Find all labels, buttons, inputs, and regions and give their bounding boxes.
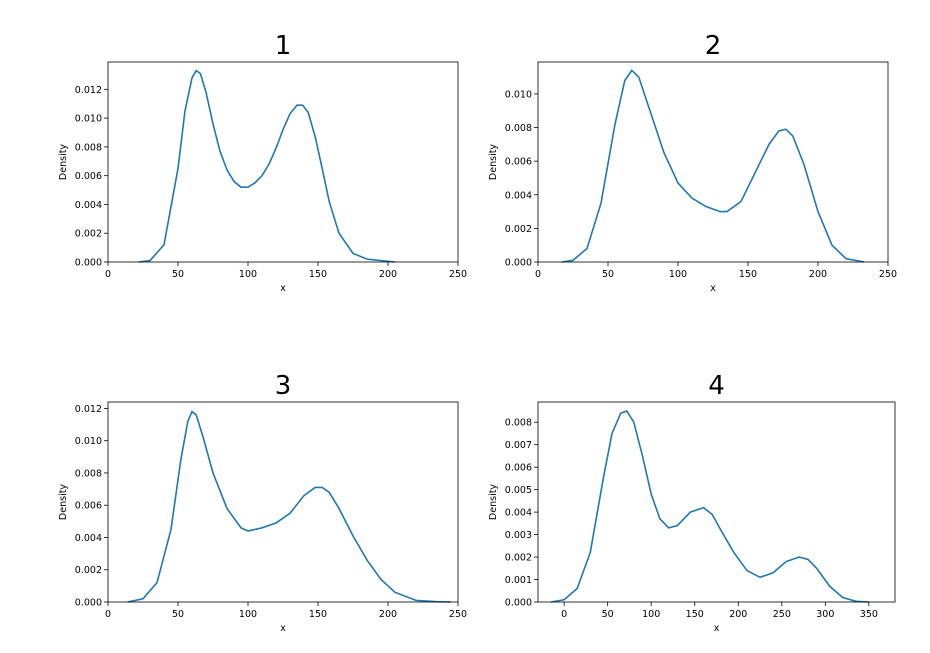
subplot-title: 3 xyxy=(275,371,292,401)
x-tick-label: 200 xyxy=(729,609,747,620)
density-curve xyxy=(561,69,865,263)
y-tick-label: 0.000 xyxy=(75,258,102,269)
y-tick-label: 0.006 xyxy=(505,463,532,474)
x-tick-label: 200 xyxy=(379,609,397,620)
y-tick-label: 0.002 xyxy=(505,224,532,235)
y-tick-label: 0.006 xyxy=(505,157,532,168)
y-tick-label: 0.003 xyxy=(505,530,532,541)
y-tick-label: 0.002 xyxy=(505,553,532,564)
x-tick-label: 200 xyxy=(809,269,827,280)
y-tick-label: 0.005 xyxy=(505,485,532,496)
y-tick-label: 0.008 xyxy=(505,418,532,429)
y-axis-label: Density xyxy=(58,484,69,520)
subplot-title: 1 xyxy=(275,31,292,61)
y-tick-label: 0.012 xyxy=(75,404,102,415)
x-tick-label: 0 xyxy=(105,269,111,280)
x-tick-label: 100 xyxy=(239,269,257,280)
y-tick-label: 0.004 xyxy=(75,533,102,544)
subplot-3: 3 0 50 100 150 200 250 0.000 0.002 0.004 0.006 0.00… xyxy=(58,371,467,634)
subplot-title: 4 xyxy=(708,371,725,401)
x-tick-label: 50 xyxy=(172,609,184,620)
x-tick-label: 150 xyxy=(309,269,327,280)
y-tick-label: 0.004 xyxy=(505,508,532,519)
y-tick-label: 0.000 xyxy=(75,598,102,609)
x-tick-label: 150 xyxy=(686,609,704,620)
x-tick-label: 350 xyxy=(860,609,878,620)
x-tick-label: 100 xyxy=(239,609,257,620)
x-tick-label: 50 xyxy=(602,269,614,280)
x-axis-label: x xyxy=(714,623,720,634)
y-tick-label: 0.001 xyxy=(505,575,532,586)
x-axis-label: x xyxy=(280,623,286,634)
subplot-2: 2 0 50 100 150 200 250 0.000 0.002 0.004 0.006 0.00… xyxy=(488,31,897,294)
subplot-4: 4 0 50 100 150 200 250 300 350 0.000 0.001 0.002 0.0… xyxy=(488,371,896,634)
y-tick-label: 0.000 xyxy=(505,258,532,269)
subplot-1: 1 0 50 100 150 200 250 0.000 0.002 0.004 0.006 0.00… xyxy=(58,31,467,294)
density-curve xyxy=(127,410,452,603)
x-axis-label: x xyxy=(280,283,286,294)
density-curve xyxy=(138,69,396,263)
y-axis-label: Density xyxy=(488,484,499,520)
y-tick-label: 0.008 xyxy=(505,123,532,134)
y-tick-label: 0.004 xyxy=(505,190,532,201)
x-tick-label: 50 xyxy=(172,269,184,280)
x-tick-label: 300 xyxy=(816,609,834,620)
x-tick-label: 250 xyxy=(773,609,791,620)
y-tick-label: 0.002 xyxy=(75,565,102,576)
y-tick-label: 0.010 xyxy=(75,436,102,447)
y-tick-label: 0.000 xyxy=(505,598,532,609)
y-tick-label: 0.012 xyxy=(75,85,102,96)
x-tick-label: 0 xyxy=(535,269,541,280)
y-tick-label: 0.002 xyxy=(75,229,102,240)
x-tick-label: 0 xyxy=(105,609,111,620)
y-tick-label: 0.006 xyxy=(75,501,102,512)
x-tick-label: 250 xyxy=(879,269,897,280)
x-tick-label: 100 xyxy=(669,269,687,280)
x-tick-label: 0 xyxy=(561,609,567,620)
y-tick-label: 0.004 xyxy=(75,200,102,211)
y-tick-label: 0.010 xyxy=(505,89,532,100)
y-axis-label: Density xyxy=(58,144,69,180)
x-tick-label: 150 xyxy=(309,609,327,620)
subplot-title: 2 xyxy=(705,31,722,61)
y-axis-label: Density xyxy=(488,144,499,180)
plot-frame xyxy=(107,61,459,263)
x-tick-label: 250 xyxy=(449,269,467,280)
plot-frame xyxy=(537,61,889,263)
plot-frame xyxy=(537,401,896,603)
x-tick-label: 150 xyxy=(739,269,757,280)
density-curve xyxy=(550,410,869,603)
x-tick-label: 50 xyxy=(602,609,614,620)
x-axis-label: x xyxy=(710,283,716,294)
y-tick-label: 0.006 xyxy=(75,171,102,182)
y-tick-label: 0.008 xyxy=(75,142,102,153)
x-tick-label: 250 xyxy=(449,609,467,620)
x-tick-label: 200 xyxy=(379,269,397,280)
plot-frame xyxy=(107,401,459,603)
y-tick-label: 0.007 xyxy=(505,440,532,451)
x-tick-label: 100 xyxy=(642,609,660,620)
y-tick-label: 0.008 xyxy=(75,468,102,479)
y-tick-label: 0.010 xyxy=(75,114,102,125)
